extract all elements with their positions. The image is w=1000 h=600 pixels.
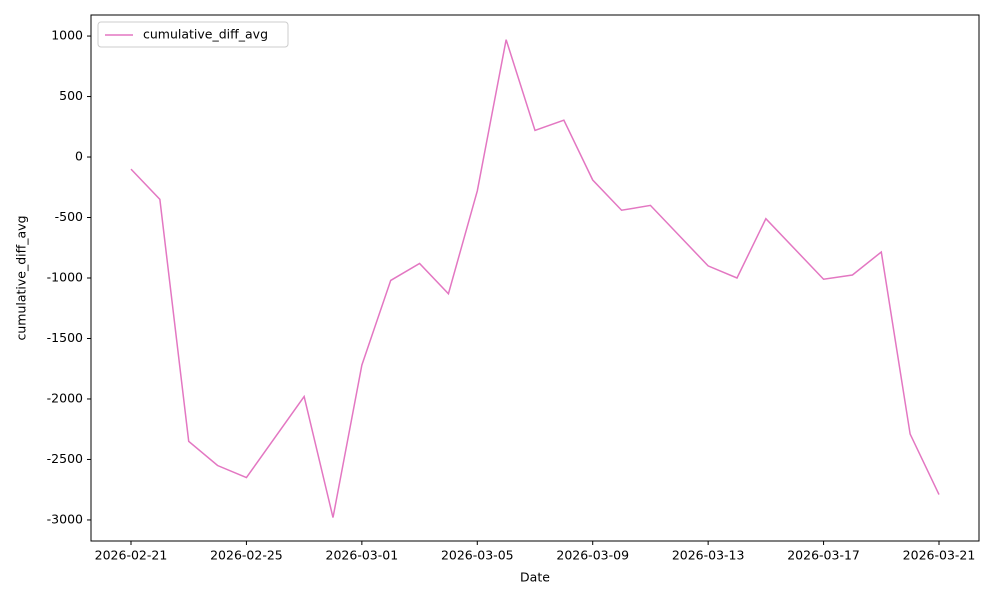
x-tick-label: 2026-03-21 [903, 548, 976, 563]
y-tick-label: -1500 [47, 330, 83, 345]
line [130, 39, 940, 518]
x-tick-label: 2026-03-01 [326, 548, 399, 563]
x-tick-label: 2026-03-13 [672, 548, 745, 563]
y-tick-label: 0 [75, 149, 83, 164]
x-tick-label: 2026-02-21 [95, 548, 168, 563]
y-tick-label: -3000 [47, 511, 83, 526]
plot-frame [90, 14, 980, 542]
y-axis-label: cumulative_diff_avg [14, 216, 29, 341]
y-tick-label: -2000 [47, 390, 83, 405]
y-tick-label: -2500 [47, 451, 83, 466]
y-tick-label: 500 [59, 88, 83, 103]
x-tick-label: 2026-03-17 [787, 548, 860, 563]
y-tick-label: 1000 [51, 28, 83, 43]
legend-label: cumulative_diff_avg [143, 27, 268, 42]
x-tick-label: 2026-03-09 [556, 548, 629, 563]
legend-box [97, 21, 289, 48]
x-tick-label: 2026-02-25 [210, 548, 283, 563]
y-tick-label: -1000 [47, 270, 83, 285]
y-tick-label: -500 [55, 209, 83, 224]
x-tick-label: 2026-03-05 [441, 548, 514, 563]
x-axis-label: Date [520, 570, 550, 585]
